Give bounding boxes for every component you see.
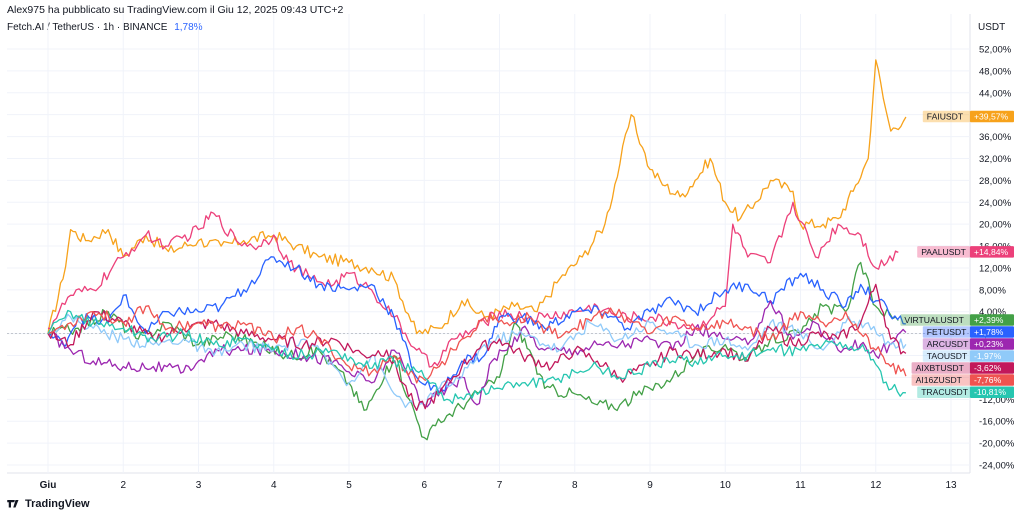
series-label-arcusdt[interactable]: ARCUSDT +0,23% [922, 338, 1014, 350]
series-name: AI16ZUSDT [916, 375, 963, 385]
series-value: +0,23% [974, 339, 1004, 349]
series-name: FAIUSDT [927, 111, 964, 121]
series-value: +39,57% [974, 111, 1009, 121]
publisher-line: Alex975 ha pubblicato su TradingView.com… [7, 4, 344, 16]
symbol-legend[interactable]: Fetch.AI / TetherUS · 1h · BINANCE 1,78% [7, 22, 203, 33]
x-tick-label: 13 [945, 480, 957, 491]
symbol-name: Fetch.AI / TetherUS · 1h · BINANCE [7, 22, 168, 33]
series-label-faiusdt[interactable]: FAIUSDT +39,57% [922, 110, 1014, 123]
time-axis: Giu 2 3 4 5 6 7 8 9 10 11 12 13 [40, 480, 957, 491]
series-label-tracusdt[interactable]: TRACUSDT -10,81% [917, 386, 1014, 399]
series-line-tracusdt[interactable] [47, 309, 906, 405]
y-tick-label: 24,00% [979, 198, 1012, 209]
series-name: AIXBTUSDT [916, 363, 965, 373]
price-axis: 52,00%48,00%44,00%40,00%36,00%32,00%28,0… [979, 45, 1015, 472]
series-line-paalusdt[interactable] [47, 201, 899, 368]
y-tick-label: -20,00% [979, 439, 1015, 450]
x-tick-label: 9 [647, 480, 653, 491]
series-labels: FAIUSDT +39,57% PAALUSDT +14,84% VIRTUALUSDT… [900, 110, 1014, 399]
x-tick-label: 4 [271, 480, 277, 491]
series-label-taousdt[interactable]: TAOUSDT -1,97% [922, 350, 1014, 362]
series-value: +1,78% [974, 327, 1004, 337]
series-value: -7,76% [974, 375, 1002, 385]
series-name: ARCUSDT [927, 339, 969, 349]
series-line-virtualusdt[interactable] [47, 261, 899, 441]
series-name: PAALUSDT [921, 247, 966, 257]
x-tick-label: 6 [421, 480, 427, 491]
y-tick-label: 8,00% [979, 285, 1006, 296]
x-tick-label: 7 [497, 480, 503, 491]
series-lines [47, 59, 907, 441]
series-name: VIRTUALUSDT [904, 315, 964, 325]
series-name: FETUSDT [927, 327, 967, 337]
series-name: TAOUSDT [927, 351, 968, 361]
series-line-ai16zusdt[interactable] [47, 305, 907, 384]
brand-label: TradingView [25, 498, 90, 510]
x-tick-label: Giu [40, 480, 57, 491]
tradingview-logo-icon [7, 499, 19, 507]
x-tick-label: 3 [196, 480, 202, 491]
series-value: -10,81% [974, 387, 1006, 397]
x-tick-label: 5 [346, 480, 352, 491]
x-tick-label: 12 [870, 480, 882, 491]
series-label-ai16zusdt[interactable]: AI16ZUSDT -7,76% [911, 374, 1014, 386]
y-tick-label: 44,00% [979, 88, 1012, 99]
series-label-paalusdt[interactable]: PAALUSDT +14,84% [917, 246, 1014, 258]
series-value: -1,97% [974, 351, 1002, 361]
y-tick-label: 36,00% [979, 132, 1012, 143]
y-tick-label: 52,00% [979, 45, 1012, 56]
price-axis-unit: USDT [978, 22, 1006, 33]
x-tick-label: 11 [795, 480, 806, 491]
x-tick-label: 10 [720, 480, 732, 491]
series-line-faiusdt[interactable] [47, 59, 907, 335]
series-label-virtualusdt[interactable]: VIRTUALUSDT +2,39% [900, 314, 1014, 326]
y-tick-label: -16,00% [979, 417, 1015, 428]
tradingview-brand[interactable]: TradingView [7, 498, 90, 510]
series-label-fetusdt[interactable]: FETUSDT +1,78% [922, 326, 1014, 338]
series-value: +2,39% [974, 315, 1004, 325]
y-tick-label: 48,00% [979, 66, 1012, 77]
x-tick-label: 8 [572, 480, 578, 491]
series-line-arcusdt[interactable] [47, 300, 907, 408]
series-line-aixbtusdt[interactable] [47, 283, 907, 411]
series-value: -3,62% [974, 363, 1002, 373]
y-tick-label: -24,00% [979, 461, 1015, 472]
series-name: TRACUSDT [921, 387, 969, 397]
y-tick-label: -12,00% [979, 395, 1015, 406]
y-tick-label: 4,00% [979, 307, 1006, 318]
y-tick-label: 20,00% [979, 220, 1012, 231]
y-tick-label: 32,00% [979, 154, 1012, 165]
symbol-change: 1,78% [174, 22, 203, 33]
series-label-aixbtusdt[interactable]: AIXBTUSDT -3,62% [911, 362, 1014, 374]
y-tick-label: 28,00% [979, 176, 1012, 187]
x-tick-label: 2 [120, 480, 126, 491]
series-value: +14,84% [974, 247, 1009, 257]
y-tick-label: 12,00% [979, 263, 1012, 274]
